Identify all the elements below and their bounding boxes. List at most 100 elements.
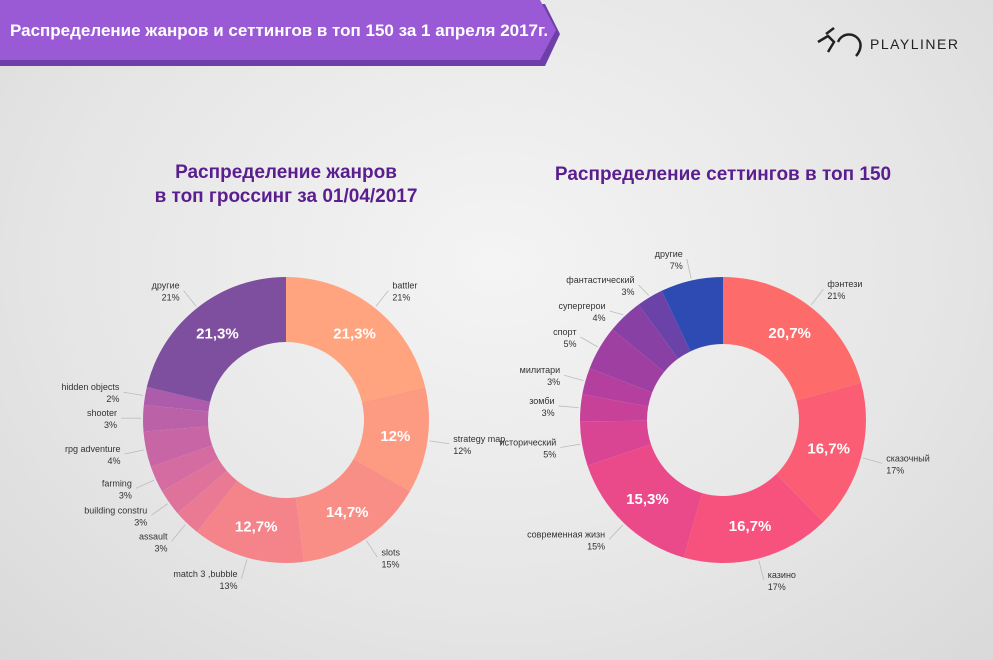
category-label: современная жизн: [527, 529, 605, 539]
donut-slice: [683, 474, 824, 563]
percent-label: 15%: [587, 541, 605, 551]
category-label: другие: [655, 249, 683, 259]
value-label: 14,7%: [326, 504, 369, 521]
leader-line: [564, 374, 584, 382]
percent-label: 7%: [670, 261, 683, 271]
percent-label: 21%: [392, 293, 410, 303]
percent-label: 3%: [547, 377, 560, 387]
category-label: исторический: [500, 438, 557, 448]
leader-line: [151, 503, 168, 516]
percent-label: 3%: [622, 287, 635, 297]
value-label: 20,7%: [768, 325, 811, 342]
percent-label: 2%: [106, 394, 119, 404]
donut-slice: [295, 458, 410, 562]
leader-line: [366, 540, 378, 558]
value-label: 21,3%: [333, 325, 376, 342]
donut-slice: [661, 277, 723, 352]
donut-slice: [723, 277, 862, 401]
category-label: казино: [768, 570, 796, 580]
percent-label: 13%: [219, 581, 237, 591]
value-label: 16,7%: [807, 441, 850, 458]
donut-slice: [612, 304, 679, 372]
donut-slice: [286, 277, 426, 403]
category-label: милитари: [520, 365, 561, 375]
leader-line: [758, 560, 765, 580]
category-label: shooter: [87, 408, 117, 418]
leader-line: [241, 559, 248, 579]
page-title: Распределение жанров и сеттингов в топ 1…: [10, 21, 548, 40]
percent-label: 15%: [381, 559, 399, 569]
percent-label: 3%: [104, 420, 117, 430]
leader-line: [375, 290, 389, 307]
category-label: супергерои: [558, 301, 605, 311]
value-label: 21,3%: [196, 325, 239, 342]
chart-title: Распределение жанров: [175, 162, 397, 183]
percent-label: 17%: [768, 582, 786, 592]
donut-slice: [146, 277, 286, 403]
category-label: фэнтези: [827, 279, 862, 289]
donut-slice: [162, 458, 227, 514]
percent-label: 21%: [827, 291, 845, 301]
donut-slice: [177, 470, 238, 532]
leader-line: [580, 336, 598, 348]
logo-icon: [817, 27, 862, 57]
donut-slice: [353, 387, 429, 492]
percent-label: 3%: [119, 490, 132, 500]
value-label: 15,3%: [626, 491, 669, 508]
category-label: building constru: [84, 505, 147, 515]
percent-label: 12%: [453, 446, 471, 456]
percent-label: 5%: [563, 339, 576, 349]
logo-text: PLAYLINER: [870, 36, 960, 52]
leader-line: [171, 524, 186, 542]
donut-slice: [196, 481, 304, 563]
percent-label: 3%: [542, 408, 555, 418]
category-label: match 3 ,bubble: [173, 569, 237, 579]
value-label: 16,7%: [729, 518, 772, 535]
category-label: slots: [381, 547, 400, 557]
donut-slice: [587, 444, 703, 558]
leader-line: [558, 405, 579, 409]
category-label: зомби: [529, 396, 554, 406]
donut-slice: [589, 329, 665, 393]
donut-slice: [638, 290, 691, 359]
donut-slice: [143, 404, 209, 432]
chart-title: в топ гроссинг за 01/04/2017: [155, 186, 418, 207]
donut-slice: [580, 420, 651, 466]
category-label: фантастический: [566, 275, 634, 285]
leader-line: [862, 457, 883, 464]
category-label: сказочный: [886, 453, 930, 463]
category-label: hidden objects: [61, 382, 120, 392]
leader-line: [429, 440, 450, 445]
category-label: farming: [102, 478, 132, 488]
donut-slice: [143, 426, 213, 467]
category-label: assault: [139, 531, 168, 541]
donut-slice: [150, 445, 219, 492]
category-label: спорт: [553, 327, 576, 337]
category-label: battler: [392, 281, 417, 291]
percent-label: 4%: [592, 313, 605, 323]
chart-title: Распределение сеттингов в топ 150: [555, 164, 891, 185]
donut-slice: [143, 387, 211, 412]
donut-slice: [776, 382, 866, 522]
value-label: 12,7%: [235, 518, 278, 535]
leader-line: [609, 310, 624, 316]
leader-line: [183, 290, 197, 307]
percent-label: 5%: [543, 450, 556, 460]
percent-label: 3%: [134, 517, 147, 527]
category-label: strategy map: [453, 434, 505, 444]
leader-line: [810, 288, 824, 306]
donut-slice: [582, 368, 653, 407]
percent-label: 4%: [108, 456, 121, 466]
leader-line: [135, 479, 155, 489]
leader-line: [686, 258, 692, 279]
banner: [0, 0, 556, 60]
percent-label: 3%: [155, 543, 168, 553]
donut-slice: [580, 394, 649, 422]
leader-line: [608, 524, 624, 540]
category-label: rpg adventure: [65, 444, 121, 454]
leader-line: [638, 284, 650, 296]
leader-line: [123, 391, 144, 396]
percent-label: 17%: [886, 465, 904, 475]
